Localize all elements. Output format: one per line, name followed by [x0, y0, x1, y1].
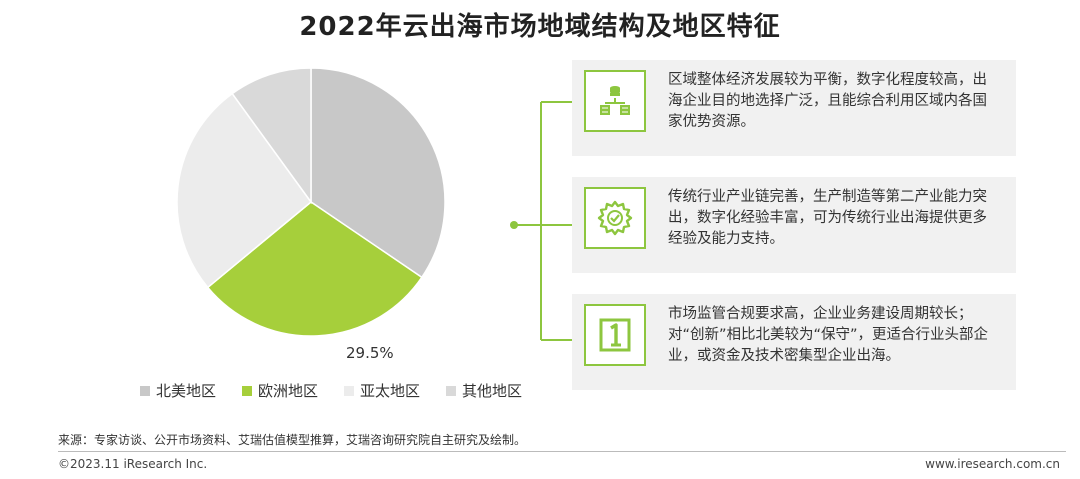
legend-label-other: 其他地区 [462, 382, 523, 400]
legend-swatch-asia-pacific [344, 385, 355, 396]
source-note: 来源：专家访谈、公开市场资料、艾瑞估值模型推算，艾瑞咨询研究院自主研究及绘制。 [58, 433, 527, 447]
feature-card-asia-pacific: 市场监管合规要求高，企业业务建设周期较长；对“创新”相比北美较为“保守”，更适合… [572, 294, 1016, 390]
pie-slice-europe [206, 201, 423, 337]
website-link[interactable]: www.iresearch.com.cn [925, 457, 1060, 471]
legend-item-other: 其他地区 [446, 380, 522, 401]
data-label-europe: 29.5% [346, 344, 394, 362]
copyright: ©2023.11 iResearch Inc. [58, 457, 208, 471]
legend-swatch-north-america [140, 385, 150, 396]
feature-text-europe: 传统行业产业链完善，生产制造等第二产业能力突出，数字化经验丰富，可为传统行业出海… [668, 189, 987, 247]
legend-swatch-other [446, 385, 457, 396]
pie-slice-north-america [310, 67, 446, 279]
legend-label-europe: 欧洲地区 [258, 382, 319, 400]
gear-check-icon [584, 187, 646, 249]
feature-text-north-america: 区域整体经济发展较为平衡，数字化程度较高，出海企业目的地选择广泛，且能综合利用区… [668, 72, 987, 130]
number-one-icon [584, 304, 646, 366]
legend-swatch-europe [242, 385, 253, 396]
legend-item-asia-pacific: 亚太地区 [344, 380, 420, 401]
feature-card-north-america: 区域整体经济发展较为平衡，数字化程度较高，出海企业目的地选择广泛，且能综合利用区… [572, 60, 1016, 156]
legend-item-north-america: 北美地区 [140, 380, 216, 401]
footer-divider [58, 451, 1066, 452]
feature-text-asia-pacific: 市场监管合规要求高，企业业务建设周期较长；对“创新”相比北美较为“保守”，更适合… [668, 306, 989, 364]
legend-item-europe: 欧洲地区 [242, 380, 318, 401]
pie-slice-asia-pacific [176, 92, 313, 289]
page-title: 2022年云出海市场地域结构及地区特征 [299, 12, 781, 42]
legend-label-north-america: 北美地区 [156, 382, 217, 400]
chart-legend: 北美地区 欧洲地区 亚太地区 其他地区 [140, 380, 522, 401]
pie-slice-other [231, 67, 312, 205]
money-stack-icon [584, 70, 646, 132]
feature-card-europe: 传统行业产业链完善，生产制造等第二产业能力突出，数字化经验丰富，可为传统行业出海… [572, 177, 1016, 273]
legend-label-asia-pacific: 亚太地区 [360, 382, 421, 400]
